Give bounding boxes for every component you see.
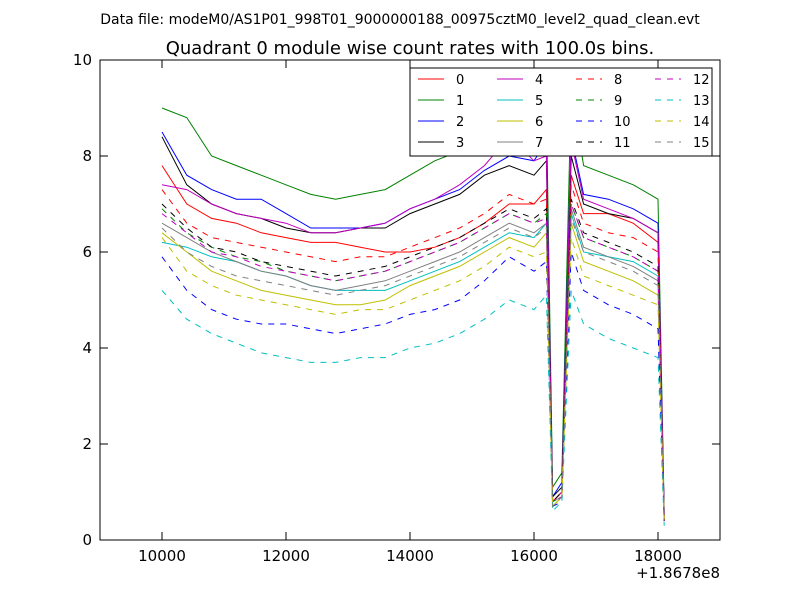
series-line-7 (161, 208, 665, 521)
series-line-6 (161, 223, 665, 521)
legend-label-11: 11 (614, 136, 631, 151)
series-line-13 (161, 290, 665, 526)
legend-label-9: 9 (614, 94, 622, 109)
series-line-2 (161, 131, 665, 517)
x-tick-label: 12000 (262, 547, 310, 565)
chart-title: Quadrant 0 module wise count rates with … (166, 38, 655, 59)
y-tick-label: 4 (82, 339, 92, 357)
legend-label-2: 2 (456, 115, 464, 130)
y-tick-label: 8 (82, 147, 92, 165)
series-line-10 (161, 251, 665, 521)
series-line-9 (161, 203, 665, 521)
series-layer (161, 88, 665, 526)
x-offset-label: +1.8678e8 (636, 564, 720, 582)
legend-label-15: 15 (693, 136, 710, 151)
series-line-3 (161, 136, 665, 521)
series-line-4 (161, 136, 665, 517)
x-tick-label: 14000 (386, 547, 434, 565)
series-line-11 (161, 199, 665, 521)
y-tick-label: 10 (73, 51, 92, 69)
legend-label-0: 0 (456, 73, 464, 88)
legend-label-1: 1 (456, 94, 464, 109)
legend-label-6: 6 (535, 115, 543, 130)
x-tick-label: 18000 (634, 547, 682, 565)
series-line-0 (161, 165, 665, 517)
legend-label-13: 13 (693, 94, 710, 109)
legend-box (409, 67, 713, 157)
legend-label-14: 14 (693, 115, 710, 130)
y-tick-label: 6 (82, 243, 92, 261)
legend-label-12: 12 (693, 73, 710, 88)
legend-label-10: 10 (614, 115, 631, 130)
series-line-5 (161, 213, 665, 521)
legend-label-4: 4 (535, 73, 543, 88)
series-line-14 (161, 237, 665, 521)
x-tick-label: 10000 (138, 547, 186, 565)
legend-label-8: 8 (614, 73, 622, 88)
y-tick-label: 0 (82, 531, 92, 549)
y-tick-label: 2 (82, 435, 92, 453)
series-line-8 (161, 184, 665, 517)
x-tick-label: 16000 (510, 547, 558, 565)
data-file-label: Data file: modeM0/AS1P01_998T01_90000001… (100, 12, 700, 28)
legend-label-3: 3 (456, 136, 464, 151)
legend-label-5: 5 (535, 94, 543, 109)
legend-label-7: 7 (535, 136, 543, 151)
